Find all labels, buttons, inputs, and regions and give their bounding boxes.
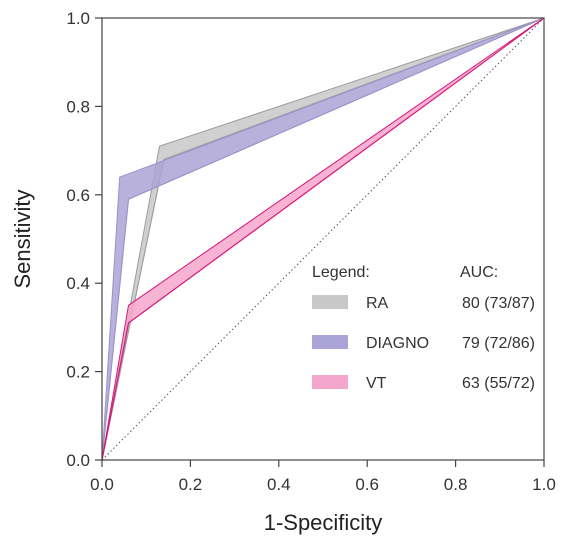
roc-upper-line-diagno bbox=[101, 17, 545, 461]
roc-bands bbox=[101, 17, 545, 461]
y-tick-label: 0.6 bbox=[66, 186, 90, 205]
legend-swatch-diagno bbox=[312, 335, 348, 349]
x-tick-label: 0.8 bbox=[444, 475, 468, 494]
legend-auc-ra: 80 (73/87) bbox=[462, 295, 535, 312]
y-axis-title: Sensitivity bbox=[10, 189, 35, 288]
plot-frame bbox=[101, 17, 545, 461]
roc-lower-line-vt bbox=[101, 17, 545, 461]
x-tick-label: 1.0 bbox=[532, 475, 556, 494]
axes: 0.0 0.2 0.4 0.6 0.8 1.0 0.0 0.2 0.4 0.6 0.8 1.0 bbox=[66, 9, 555, 494]
y-tick-label: 0.8 bbox=[66, 97, 90, 116]
x-tick-label: 0.6 bbox=[355, 475, 379, 494]
legend-swatch-vt bbox=[312, 375, 348, 389]
reference-line-layer bbox=[101, 17, 545, 461]
legend: Legend: AUC: RA 80 (73/87) DIAGNO 79 (72/86) V… bbox=[312, 264, 535, 392]
legend-label-diagno: DIAGNO bbox=[366, 335, 429, 352]
legend-auc-title: AUC: bbox=[460, 264, 498, 281]
roc-lower-line-diagno bbox=[101, 17, 545, 461]
y-tick-label: 0.4 bbox=[66, 274, 90, 293]
legend-auc-vt: 63 (55/72) bbox=[462, 375, 535, 392]
x-axis-title: 1-Specificity bbox=[264, 510, 383, 535]
x-tick-label: 0.4 bbox=[267, 475, 291, 494]
y-tick-label: 1.0 bbox=[66, 9, 90, 28]
x-tick-label: 0.2 bbox=[179, 475, 203, 494]
legend-title: Legend: bbox=[312, 264, 370, 281]
roc-band-diagno bbox=[102, 18, 544, 460]
y-tick-label: 0.0 bbox=[66, 451, 90, 470]
legend-auc-diagno: 79 (72/86) bbox=[462, 335, 535, 352]
y-tick-label: 0.2 bbox=[66, 363, 90, 382]
reference-diagonal-line bbox=[101, 17, 545, 461]
legend-label-ra: RA bbox=[366, 295, 389, 312]
legend-swatch-ra bbox=[312, 295, 348, 309]
x-tick-label: 0.0 bbox=[90, 475, 114, 494]
legend-label-vt: VT bbox=[366, 375, 387, 392]
roc-upper-line-vt bbox=[101, 17, 545, 461]
